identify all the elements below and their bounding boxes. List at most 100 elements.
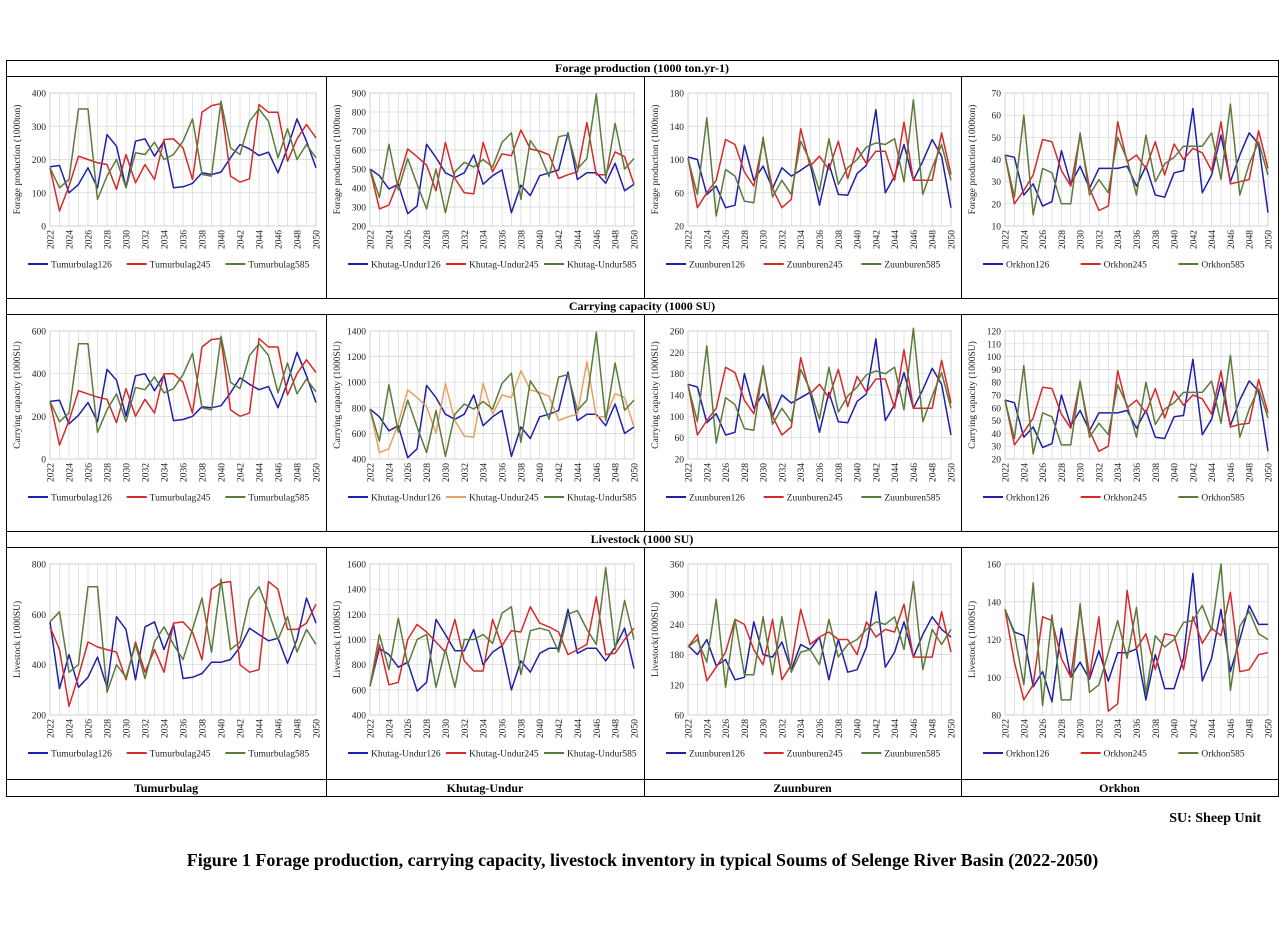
legend-entry: Tumurbulag585	[248, 261, 309, 271]
x-tick-label: 2050	[1265, 230, 1275, 249]
y-tick-label: 100	[670, 156, 685, 166]
x-tick-label: 2030	[123, 719, 133, 738]
y-tick-label: 300	[670, 591, 685, 601]
x-tick-label: 2026	[404, 719, 414, 738]
x-tick-label: 2042	[872, 230, 882, 249]
x-tick-label: 2038	[199, 463, 209, 482]
x-tick-label: 2044	[891, 719, 901, 738]
y-tick-label: 60	[675, 189, 685, 199]
series-line-tumurbulag585	[49, 335, 317, 434]
x-tick-label: 2050	[948, 230, 958, 249]
y-tick-label: 600	[352, 686, 367, 696]
x-tick-label: 2044	[574, 230, 584, 249]
x-tick-label: 2034	[797, 463, 807, 482]
chart-livestock-tumurbulag: 200 400 600 800 2022 2024 2026 2028 2030 2032 2034…	[12, 561, 323, 760]
y-tick-label: 60	[675, 712, 685, 722]
series-line-khutag-undur126	[369, 132, 635, 215]
y-tick-label: 20	[675, 456, 685, 466]
x-tick-label: 2026	[722, 463, 732, 482]
x-tick-label: 2050	[631, 230, 641, 249]
x-tick-label: 2042	[1189, 719, 1199, 738]
x-tick-label: 2042	[237, 719, 247, 738]
x-tick-label: 2032	[778, 463, 788, 482]
legend-entry: Zuunburen126	[689, 494, 745, 504]
x-tick-label: 2032	[142, 463, 152, 482]
x-tick-label: 2028	[423, 230, 433, 249]
x-tick-label: 2036	[1133, 719, 1143, 738]
x-tick-label: 2036	[180, 230, 190, 249]
legend-entry: Zuunburen585	[884, 494, 940, 504]
y-axis-label: Carrying capacity (1000SU)	[332, 341, 343, 449]
x-tick-label: 2044	[1208, 719, 1218, 738]
y-tick-label: 140	[670, 123, 685, 133]
x-tick-label: 2032	[1095, 719, 1105, 738]
series-line-tumurbulag126	[49, 597, 317, 690]
chart-livestock-khutag-undur: 400 600 800 1000 1200 1400 1600 2022 2024 2026 202…	[332, 561, 641, 760]
y-tick-label: 120	[987, 328, 1002, 338]
legend-entry: Tumurbulag245	[150, 494, 211, 504]
x-tick-label: 2022	[47, 719, 57, 738]
x-tick-label: 2050	[1265, 719, 1275, 738]
x-tick-label: 2046	[1227, 719, 1237, 738]
x-tick-label: 2046	[593, 463, 603, 482]
legend-entry: Zuunburen126	[689, 750, 745, 760]
y-tick-label: 120	[670, 681, 685, 691]
x-tick-label: 2038	[835, 719, 845, 738]
x-tick-label: 2046	[1227, 463, 1237, 482]
y-tick-label: 600	[32, 611, 47, 621]
x-tick-label: 2048	[612, 719, 622, 738]
x-tick-label: 2044	[256, 463, 266, 482]
x-tick-label: 2034	[1114, 719, 1124, 738]
x-tick-label: 2050	[948, 463, 958, 482]
x-tick-label: 2030	[1077, 463, 1087, 482]
x-tick-label: 2030	[442, 719, 452, 738]
x-tick-label: 2030	[442, 230, 452, 249]
x-tick-label: 2048	[1246, 719, 1256, 738]
x-tick-label: 2030	[442, 463, 452, 482]
legend-entry: Zuunburen245	[787, 750, 843, 760]
y-tick-label: 1200	[347, 353, 366, 363]
x-tick-label: 2030	[760, 719, 770, 738]
x-tick-label: 2040	[1171, 719, 1181, 738]
x-tick-label: 2024	[66, 230, 76, 249]
y-axis-label: Carrying capacity (1000SU)	[967, 341, 978, 449]
x-tick-label: 2034	[480, 230, 490, 249]
x-tick-label: 2030	[123, 230, 133, 249]
x-tick-label: 2028	[1058, 230, 1068, 249]
series-line-khutag-undur126	[369, 371, 635, 459]
x-tick-label: 2042	[872, 719, 882, 738]
x-tick-label: 2038	[1152, 463, 1162, 482]
y-tick-label: 1000	[347, 379, 366, 389]
x-tick-label: 2026	[404, 230, 414, 249]
series-line-tumurbulag245	[49, 102, 317, 212]
x-tick-label: 2026	[1039, 230, 1049, 249]
y-tick-label: 700	[352, 128, 367, 138]
x-tick-label: 2048	[929, 230, 939, 249]
x-tick-label: 2044	[256, 719, 266, 738]
x-tick-label: 2040	[218, 463, 228, 482]
x-tick-label: 2042	[237, 230, 247, 249]
x-tick-label: 2034	[797, 719, 807, 738]
x-tick-label: 2026	[1039, 463, 1049, 482]
x-tick-label: 2046	[910, 463, 920, 482]
x-tick-label: 2038	[835, 230, 845, 249]
x-tick-label: 2034	[1114, 230, 1124, 249]
grid-divider	[644, 314, 645, 531]
series-line-tumurbulag585	[49, 578, 317, 694]
series-line-orkhon245	[1004, 121, 1269, 212]
x-tick-label: 2024	[385, 719, 395, 738]
x-tick-label: 2036	[499, 230, 509, 249]
x-tick-label: 2036	[1133, 463, 1143, 482]
x-tick-label: 2042	[1189, 463, 1199, 482]
x-tick-label: 2036	[499, 719, 509, 738]
series-line-zuunburen245	[687, 121, 952, 209]
x-tick-label: 2036	[1133, 230, 1143, 249]
y-tick-label: 400	[32, 661, 47, 671]
x-tick-label: 2042	[1189, 230, 1199, 249]
legend-entry: Tumurbulag126	[51, 494, 112, 504]
x-tick-label: 2028	[104, 719, 114, 738]
y-tick-label: 70	[992, 90, 1002, 100]
series-line-khutag-undur585	[369, 331, 635, 458]
series-line-orkhon245	[1004, 589, 1269, 712]
y-tick-label: 1200	[347, 611, 366, 621]
